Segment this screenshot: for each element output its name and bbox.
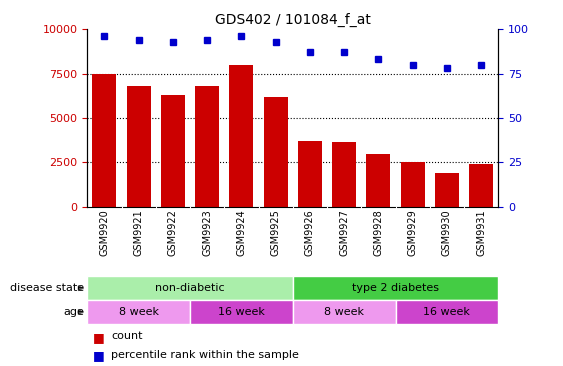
Text: GSM9922: GSM9922 — [168, 210, 178, 257]
Text: non-diabetic: non-diabetic — [155, 283, 225, 293]
Text: count: count — [111, 331, 143, 341]
Bar — [161, 95, 185, 207]
Bar — [332, 142, 356, 207]
Text: 16 week: 16 week — [423, 307, 470, 317]
Bar — [293, 276, 498, 300]
Text: GSM9923: GSM9923 — [202, 210, 212, 256]
Text: GSM9927: GSM9927 — [339, 210, 349, 257]
Text: GSM9920: GSM9920 — [100, 210, 109, 256]
Bar — [293, 300, 395, 324]
Bar — [298, 141, 322, 207]
Text: age: age — [64, 307, 84, 317]
Title: GDS402 / 101084_f_at: GDS402 / 101084_f_at — [215, 13, 370, 27]
Text: GSM9921: GSM9921 — [133, 210, 144, 256]
Bar — [401, 163, 425, 207]
Text: 8 week: 8 week — [324, 307, 364, 317]
Text: percentile rank within the sample: percentile rank within the sample — [111, 350, 300, 359]
Bar — [435, 173, 459, 207]
Text: 16 week: 16 week — [218, 307, 265, 317]
Bar — [190, 300, 293, 324]
Bar — [87, 276, 293, 300]
Text: 8 week: 8 week — [119, 307, 159, 317]
Text: GSM9924: GSM9924 — [236, 210, 247, 256]
Text: ■: ■ — [93, 350, 105, 363]
Text: type 2 diabetes: type 2 diabetes — [352, 283, 439, 293]
Bar — [127, 86, 151, 207]
Text: disease state: disease state — [10, 283, 84, 293]
Bar — [396, 300, 498, 324]
Text: GSM9930: GSM9930 — [442, 210, 452, 256]
Text: GSM9931: GSM9931 — [476, 210, 486, 256]
Text: GSM9928: GSM9928 — [373, 210, 383, 256]
Bar — [92, 74, 117, 207]
Bar — [367, 154, 390, 207]
Bar — [469, 164, 493, 207]
Text: ■: ■ — [93, 331, 105, 344]
Bar — [263, 97, 288, 207]
Text: GSM9929: GSM9929 — [408, 210, 418, 256]
Bar — [195, 86, 219, 207]
Bar — [87, 300, 190, 324]
Text: GSM9926: GSM9926 — [305, 210, 315, 256]
Bar — [229, 65, 253, 207]
Text: GSM9925: GSM9925 — [271, 210, 280, 257]
